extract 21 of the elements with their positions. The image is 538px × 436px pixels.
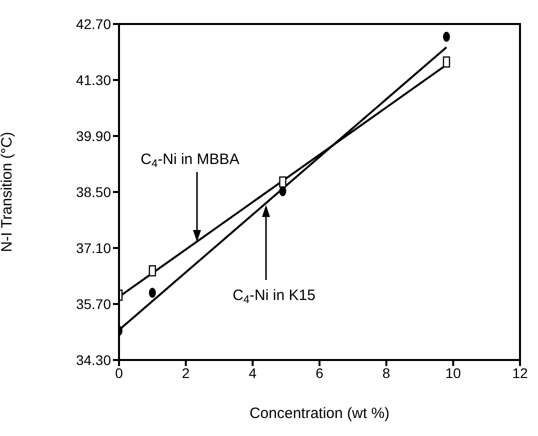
x-tick-label: 12 [512,364,528,381]
y-tick-label: 35.70 [76,296,112,312]
annotation: C$_{4}$-Ni in K15 [232,287,316,306]
x-tick-label: 4 [248,364,257,381]
x-tick-label: 6 [316,364,324,381]
x-tick-label: 2 [182,364,190,381]
point [148,288,156,298]
y-axis-title: N-I Transition (°C) [0,132,16,252]
x-tick-label: 10 [445,364,462,381]
x-tick-label: 8 [382,364,390,381]
point [442,32,450,42]
point [279,186,286,196]
y-tick-label: 38.50 [76,184,112,200]
y-tick-label: 42.70 [76,16,112,32]
annotation: C$_{4}$-Ni in MBBA [140,151,240,170]
y-tick-label: 37.10 [76,240,112,256]
x-axis-title: Concentration (wt %) [249,405,390,422]
x-tick-label: 0 [115,364,124,381]
y-tick-label: 34.30 [76,352,112,368]
y-tick-label: 39.90 [76,128,112,144]
y-tick-label: 41.30 [76,72,112,88]
